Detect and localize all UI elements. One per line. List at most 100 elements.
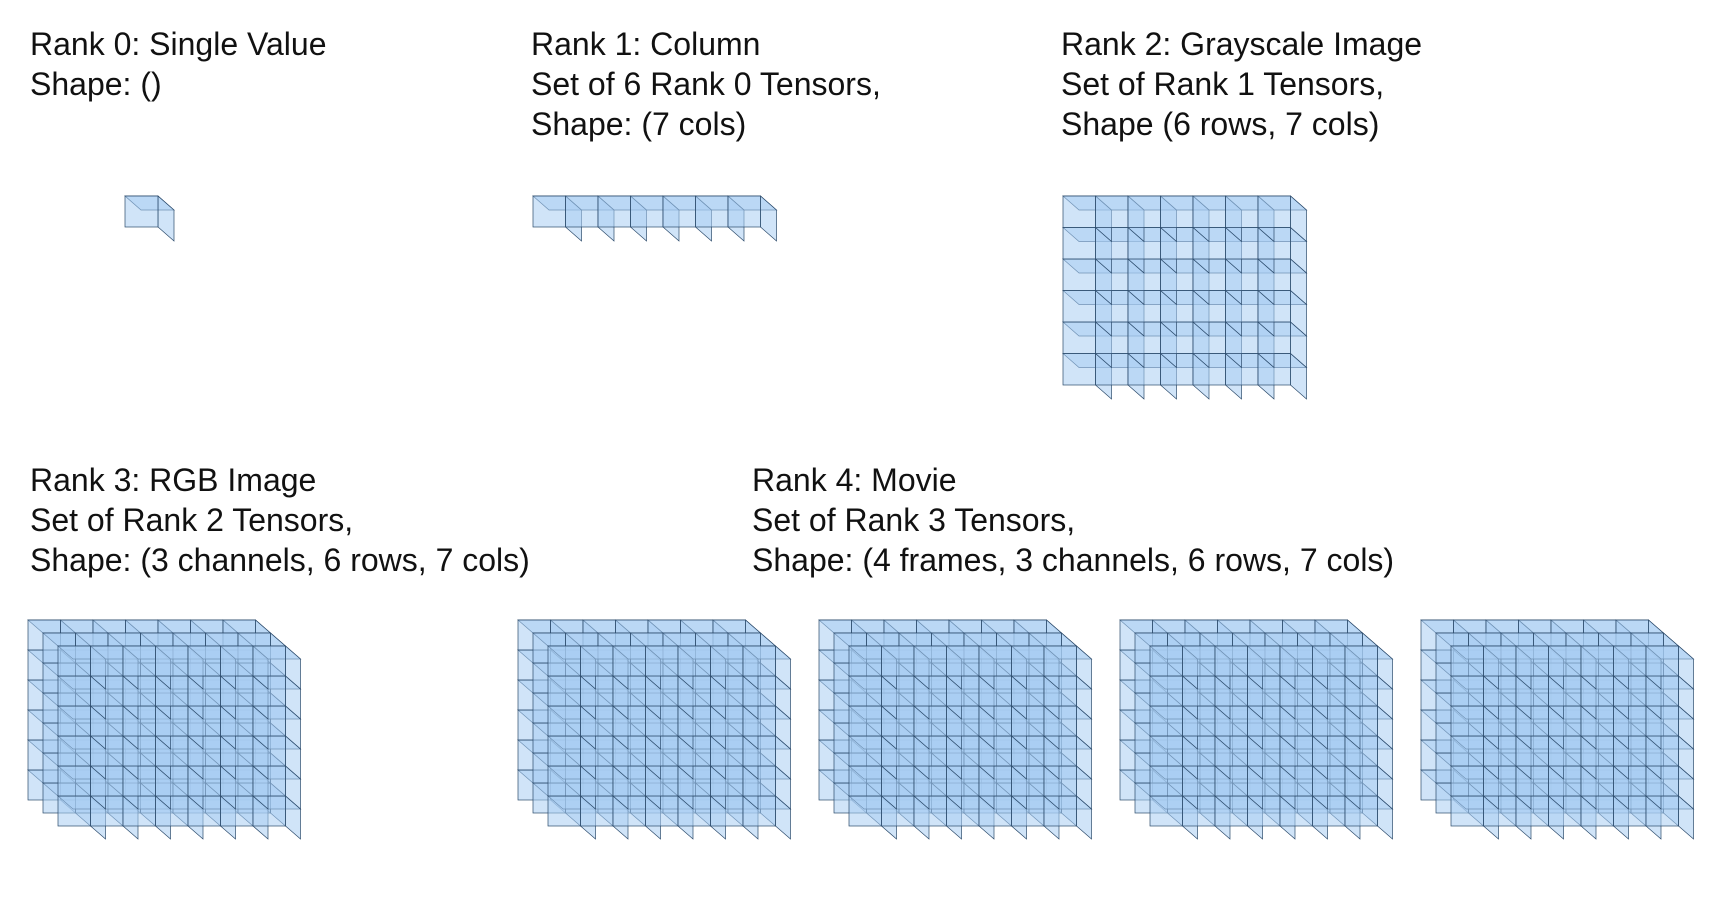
cube-front-face (1149, 765, 1183, 797)
rank3-cell (252, 795, 302, 840)
cube-front-face (220, 645, 254, 677)
rank0-cell (124, 195, 175, 242)
cube-front-face (57, 765, 91, 797)
rank2-caption: Rank 2: Grayscale Image Set of Rank 1 Te… (1061, 24, 1422, 144)
cube-front-face (848, 675, 882, 707)
cube-front-face (1450, 675, 1484, 707)
cube-front-face (1149, 735, 1183, 767)
cube-front-face (1043, 645, 1077, 677)
cube-front-face (187, 645, 221, 677)
rank0-frame-1 (124, 195, 175, 242)
cube-front-face (1192, 195, 1226, 228)
cube-front-face (580, 645, 614, 677)
rank2-description: Set of Rank 1 Tensors, (1061, 66, 1385, 102)
cube-front-face (913, 645, 947, 677)
rank4-description: Set of Rank 3 Tensors, (752, 502, 1076, 538)
cube-front-face (155, 645, 189, 677)
rank3-frame-1 (27, 619, 302, 840)
cube-front-face (1062, 258, 1096, 291)
rank4-cell (1043, 795, 1093, 840)
rank4-channel-1 (1149, 645, 1394, 840)
rank4-channel-1 (848, 645, 1093, 840)
cube-front-face (597, 195, 631, 228)
cube-front-face (1257, 195, 1291, 228)
rank1-shape: Shape: (7 cols) (531, 106, 747, 142)
rank3-cell (252, 645, 302, 690)
cube-front-face (547, 705, 581, 737)
cube-front-face (848, 765, 882, 797)
cube-front-face (57, 735, 91, 767)
cube-front-face (1613, 705, 1647, 737)
rank2-shape: Shape (6 rows, 7 cols) (1061, 106, 1380, 142)
rank3-description: Set of Rank 2 Tensors, (30, 502, 354, 538)
cube-front-face (124, 195, 159, 228)
cube-front-face (1344, 645, 1378, 677)
rank3-title: Rank 3: RGB Image (30, 462, 317, 498)
rank4-frame-2 (818, 619, 1093, 840)
cube-front-face (547, 645, 581, 677)
cube-front-face (1182, 675, 1216, 707)
cube-front-face (547, 795, 581, 827)
cube-front-face (695, 195, 729, 228)
rank4-cell (742, 705, 792, 750)
cube-front-face (848, 735, 882, 767)
cube-front-face (1247, 645, 1281, 677)
cube-front-face (677, 645, 711, 677)
cube-front-face (1225, 195, 1259, 228)
cube-front-face (1450, 765, 1484, 797)
cube-front-face (547, 735, 581, 767)
cube-front-face (1149, 795, 1183, 827)
rank2-frame-1 (1062, 195, 1308, 400)
cube-front-face (57, 645, 91, 677)
rank4-cell (1344, 675, 1394, 720)
rank0-caption: Rank 0: Single Value Shape: () (30, 24, 326, 104)
cube-front-face (630, 195, 664, 228)
cube-front-face (580, 705, 614, 737)
rank3-channel-1 (57, 645, 302, 840)
cube-front-face (57, 705, 91, 737)
rank4-shape: Shape: (4 frames, 3 channels, 6 rows, 7 … (752, 542, 1395, 578)
cube-front-face (547, 765, 581, 797)
cube-front-face (645, 645, 679, 677)
cube-front-face (1279, 645, 1313, 677)
cube-front-face (1613, 645, 1647, 677)
rank1-frame-1 (532, 195, 778, 242)
rank1-cell (727, 195, 778, 242)
cube-front-face (848, 705, 882, 737)
cube-front-face (90, 645, 124, 677)
rank1-description: Set of 6 Rank 0 Tensors, (531, 66, 881, 102)
cube-front-face (946, 645, 980, 677)
cube-front-face (1483, 645, 1517, 677)
rank4-cell (1645, 795, 1695, 840)
cube-front-face (547, 675, 581, 707)
rank1-title: Rank 1: Column (531, 26, 761, 62)
cube-front-face (1062, 227, 1096, 260)
rank4-channel-1 (547, 645, 792, 840)
rank4-frame-1 (517, 619, 792, 840)
cube-front-face (1011, 645, 1045, 677)
rank4-frame-3 (1119, 619, 1394, 840)
rank4-frame-4 (1420, 619, 1695, 840)
cube-front-face (727, 195, 761, 228)
cube-front-face (1344, 795, 1378, 827)
rank1-channel-1 (532, 195, 778, 242)
cube-front-face (881, 645, 915, 677)
cube-front-face (1515, 645, 1549, 677)
cube-front-face (1182, 645, 1216, 677)
rank4-channel-1 (1450, 645, 1695, 840)
cube-front-face (252, 645, 286, 677)
cube-front-face (1450, 645, 1484, 677)
cube-front-face (1548, 645, 1582, 677)
cube-front-face (1450, 795, 1484, 827)
cube-front-face (1257, 290, 1291, 323)
cube-front-face (57, 675, 91, 707)
cube-front-face (848, 645, 882, 677)
rank2-title: Rank 2: Grayscale Image (1061, 26, 1423, 62)
cube-front-face (612, 645, 646, 677)
cube-side-face (760, 195, 777, 242)
cube-front-face (978, 645, 1012, 677)
rank4-title: Rank 4: Movie (752, 462, 957, 498)
rank4-cell (1645, 645, 1695, 690)
cube-front-face (710, 645, 744, 677)
cube-front-face (1450, 735, 1484, 767)
